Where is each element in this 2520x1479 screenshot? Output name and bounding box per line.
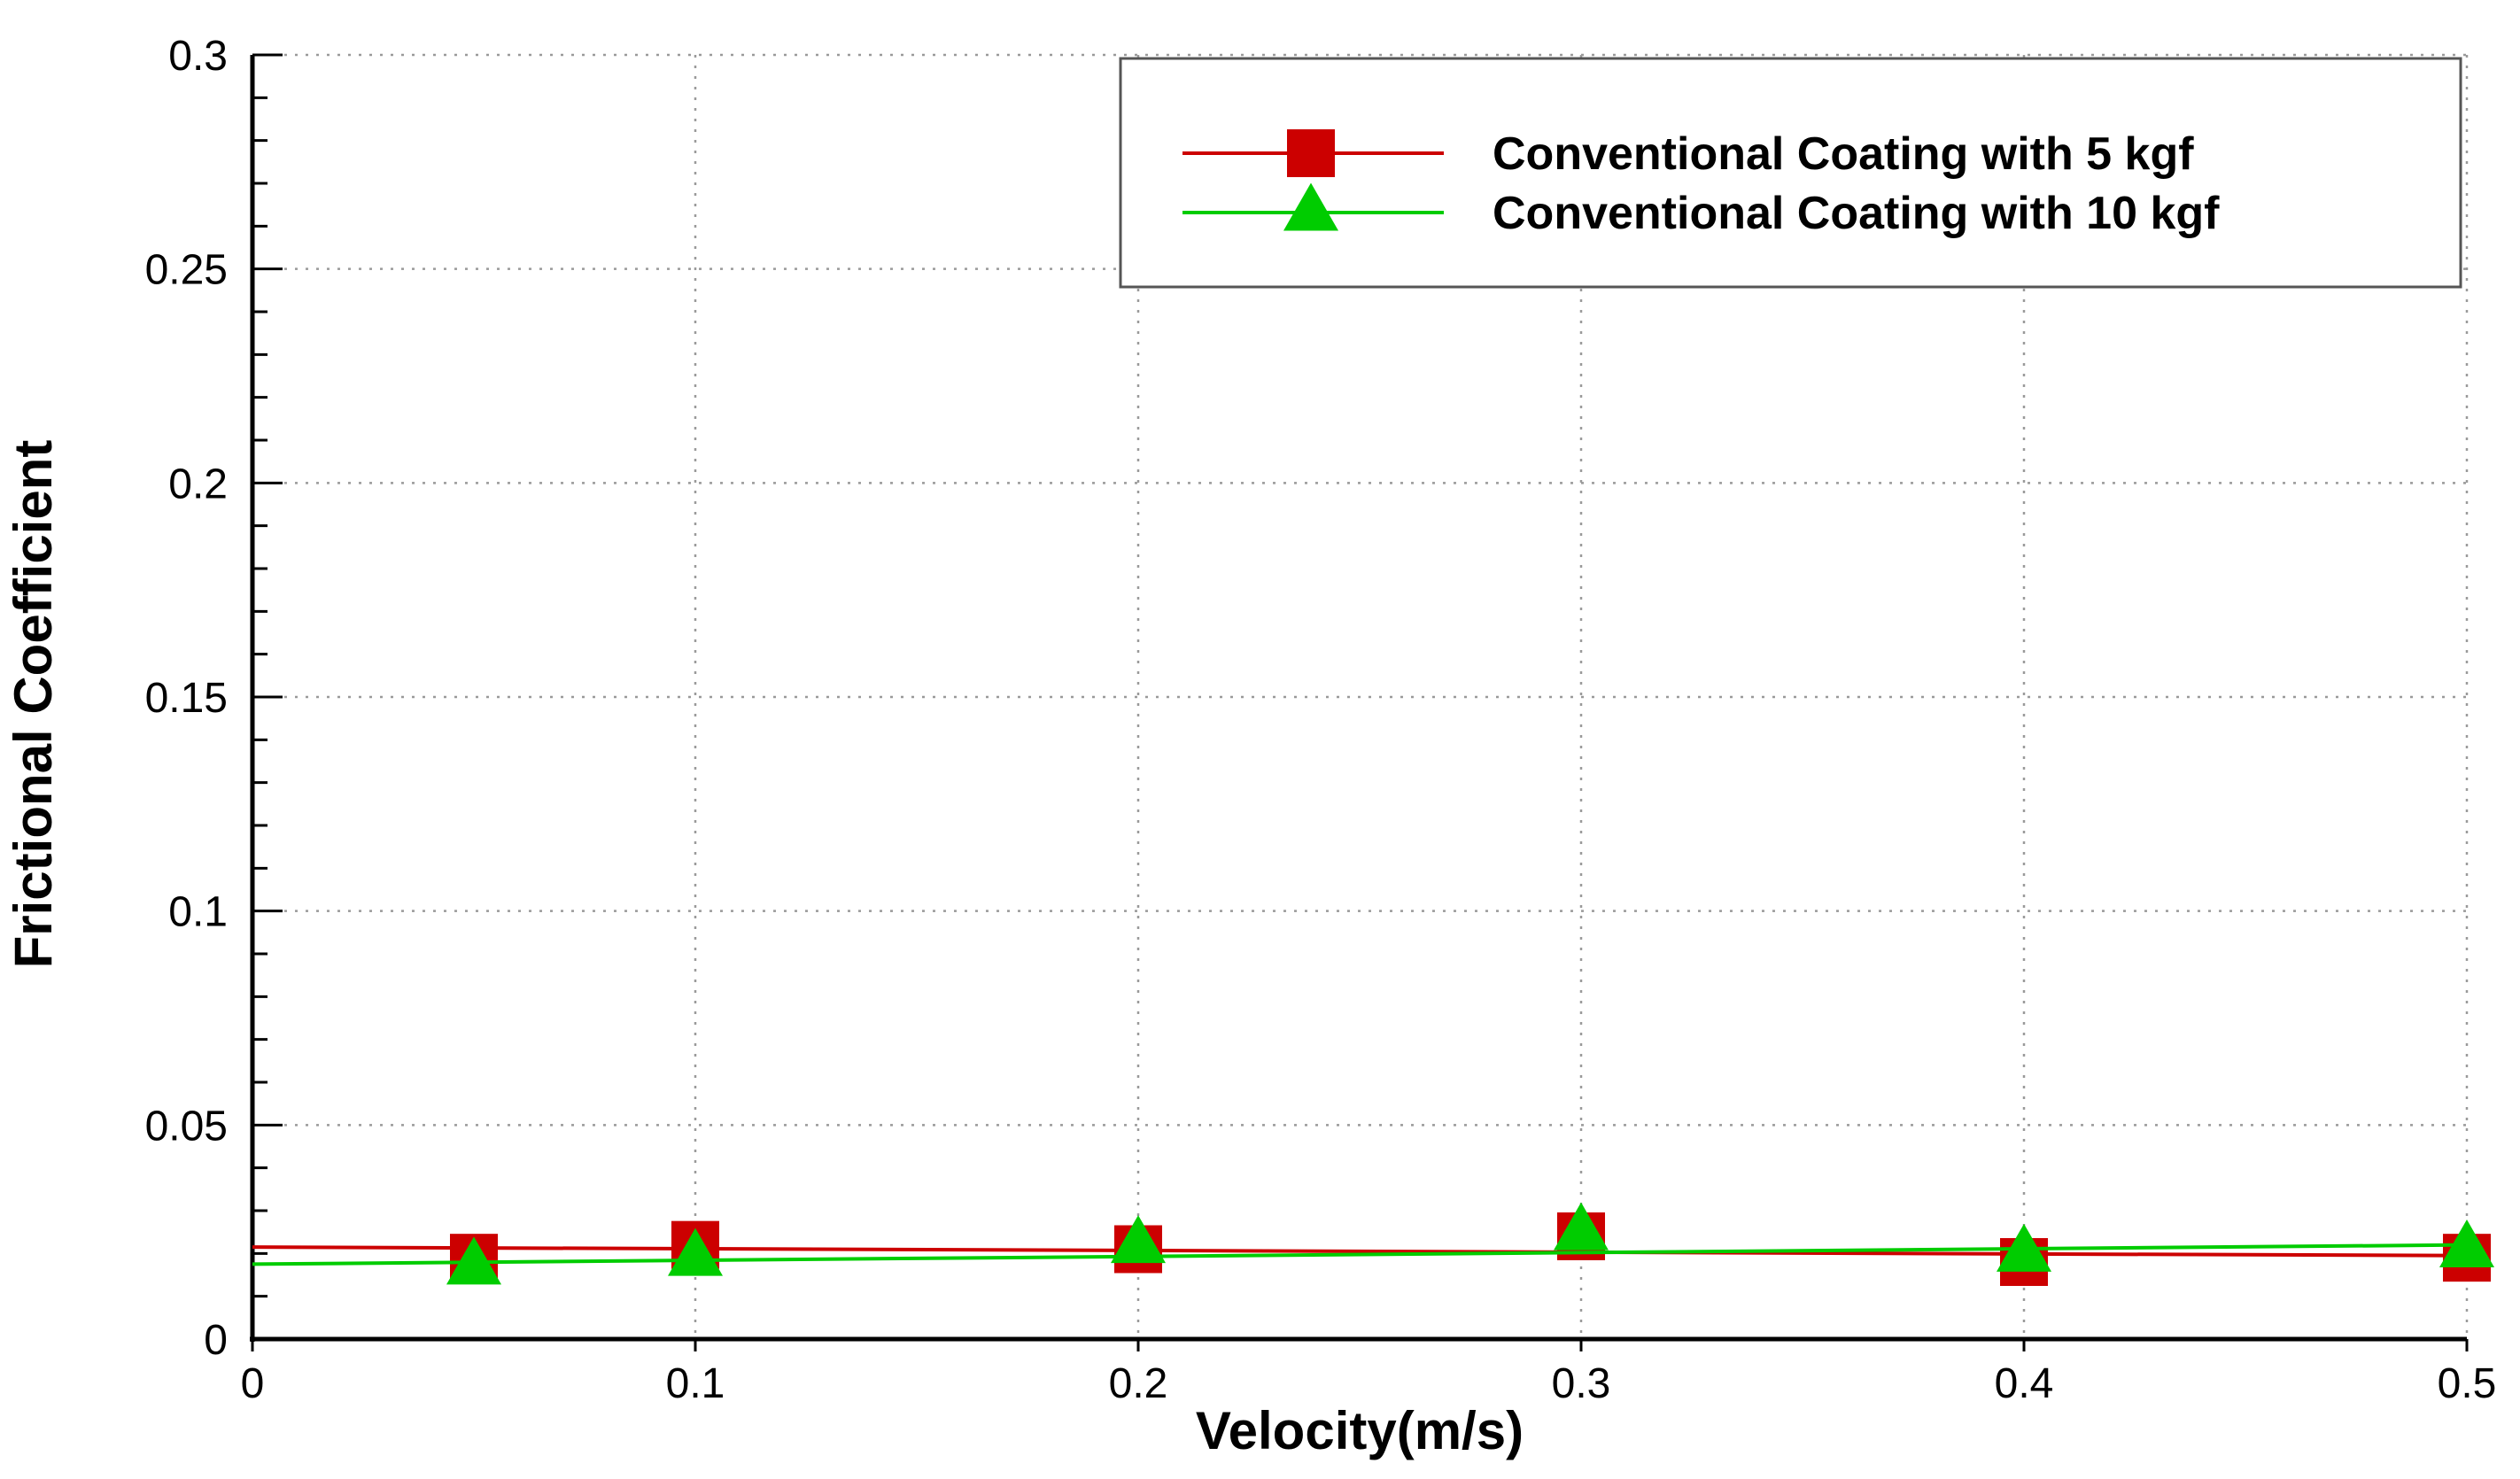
y-tick-label: 0.05 xyxy=(145,1103,228,1150)
y-tick-label: 0 xyxy=(204,1317,228,1364)
legend-entry: Conventional Coating with 5 kgf xyxy=(1182,128,2194,180)
series-layer xyxy=(252,1202,2494,1286)
y-axis-title: Frictional Coefficient xyxy=(4,440,63,969)
series-2 xyxy=(252,1202,2494,1285)
axes: 0 0.05 0.1 0.15 0.2 0.25 0.3 0 0.1 0.2 0.3 0.4 0.5 Ve… xyxy=(4,33,2496,1460)
series-line xyxy=(252,1245,2468,1258)
y-tick-label: 0.3 xyxy=(168,33,228,80)
x-tick-label: 0.4 xyxy=(1995,1360,2054,1407)
legend-label: Conventional Coating with 10 kgf xyxy=(1493,188,2220,239)
triangle-point xyxy=(1997,1223,2051,1272)
y-tick-label: 0.25 xyxy=(145,247,228,294)
triangle-point xyxy=(668,1227,723,1276)
x-tick-label: 0.3 xyxy=(1552,1360,1611,1407)
x-axis-title: Velocity(m/s) xyxy=(1196,1401,1524,1460)
legend-label: Conventional Coating with 5 kgf xyxy=(1493,128,2194,180)
series-line xyxy=(252,1243,2468,1266)
x-tick-label: 0.2 xyxy=(1109,1360,1168,1407)
y-tick-label: 0.15 xyxy=(145,675,228,722)
x-tick-label: 0.1 xyxy=(666,1360,725,1407)
legend-triangle-marker xyxy=(1283,182,1338,231)
legend: Conventional Coating with 5 kgf Conventio… xyxy=(1119,57,2462,289)
legend-square-marker xyxy=(1287,129,1335,177)
triangle-point xyxy=(1554,1202,1609,1251)
triangle-point xyxy=(1111,1215,1166,1264)
triangle-point xyxy=(446,1236,501,1285)
x-tick-label: 0 xyxy=(241,1360,265,1407)
x-tick-label: 0.5 xyxy=(2438,1360,2497,1407)
y-tick-label: 0.1 xyxy=(168,889,228,936)
y-tick-label: 0.2 xyxy=(168,461,228,507)
legend-box xyxy=(1119,57,2462,289)
legend-entry: Conventional Coating with 10 kgf xyxy=(1182,182,2220,239)
triangle-point xyxy=(2439,1220,2494,1268)
